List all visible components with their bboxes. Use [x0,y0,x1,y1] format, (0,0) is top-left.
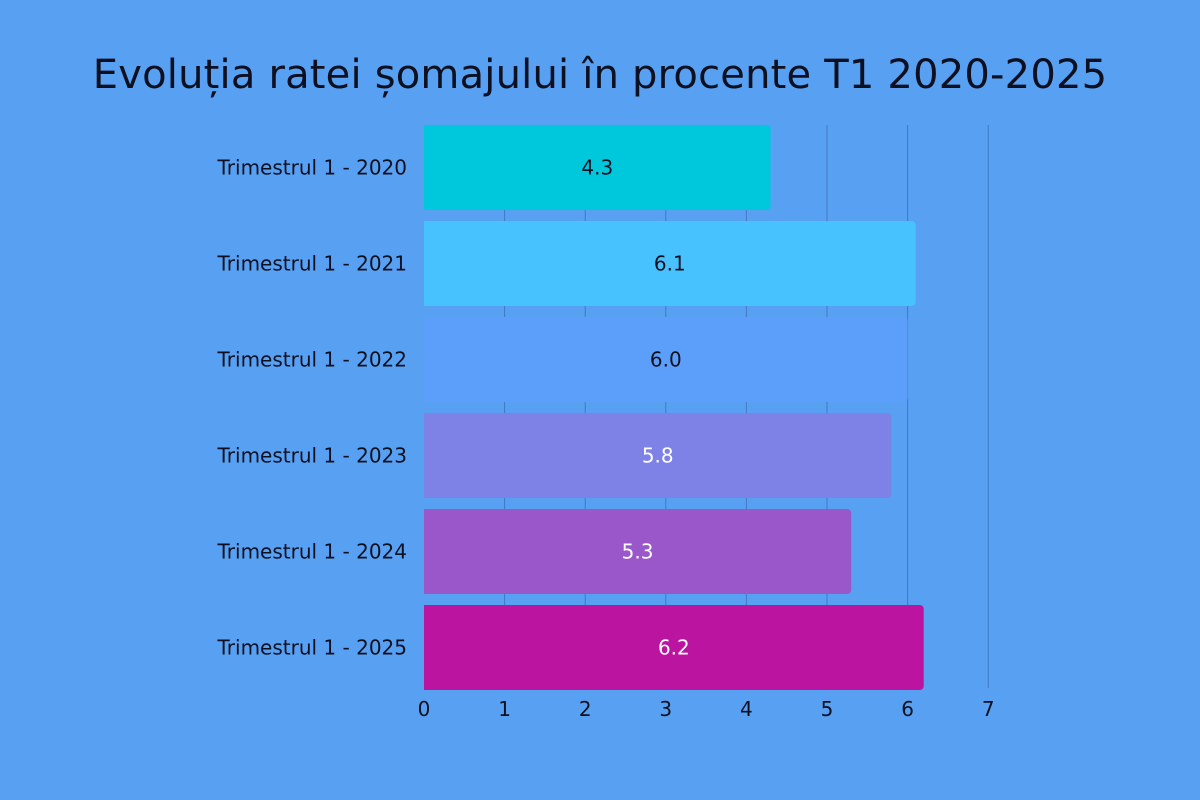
category-label: Trimestrul 1 - 2024 [217,540,407,564]
bar [424,413,892,498]
bar-edge [424,509,430,594]
x-tick-label: 3 [659,697,672,721]
category-label: Trimestrul 1 - 2023 [217,444,407,468]
x-tick-label: 6 [901,697,914,721]
category-label: Trimestrul 1 - 2021 [217,252,407,276]
x-tick-label: 7 [982,697,995,721]
chart-title: Evoluția ratei șomajului în procente T1 … [92,52,1108,98]
x-tick-label: 5 [821,697,834,721]
bar [424,509,852,594]
bar-edge [424,413,430,498]
x-tick-label: 2 [579,697,592,721]
data-label: 6.0 [650,348,682,372]
data-label: 4.3 [581,156,613,180]
category-label: Trimestrul 1 - 2025 [217,636,407,660]
bar [424,125,771,210]
bar-edge [424,605,430,690]
bar [424,317,908,402]
category-label: Trimestrul 1 - 2022 [217,348,407,372]
bar [424,605,924,690]
data-label: 5.8 [642,444,674,468]
bar-edge [424,221,430,306]
x-tick-label: 1 [498,697,511,721]
data-label: 5.3 [622,540,654,564]
bar-edge [424,125,430,210]
data-label: 6.1 [654,252,686,276]
data-label: 6.2 [658,636,690,660]
bar [424,221,916,306]
x-tick-label: 0 [418,697,431,721]
x-tick-label: 4 [740,697,753,721]
category-label: Trimestrul 1 - 2020 [217,156,407,180]
bar-edge [424,317,430,402]
